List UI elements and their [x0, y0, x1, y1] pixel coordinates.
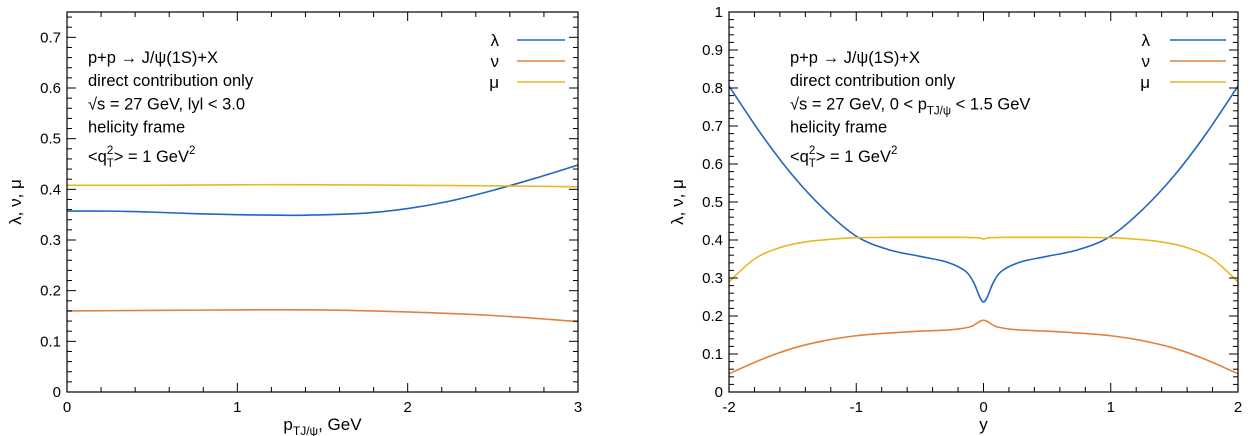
y-tick-label: 0.5 [40, 131, 61, 148]
series-line-nu [67, 308, 578, 323]
x-tick-label: 3 [574, 399, 582, 416]
y-tick-label: 0.6 [40, 80, 61, 97]
y-tick-label: 0.5 [702, 194, 723, 211]
y-tick-label: 0.1 [40, 333, 61, 350]
y-tick-label: 0.9 [702, 42, 723, 59]
y-axis-label: λ, ν, μ [6, 179, 25, 225]
chart-panel-2: -2 -1 0 1 2 0 0.1 0.2 0.3 0.4 0.5 0.6 0.7 0.8 0.9 1 y λ, … [668, 4, 1242, 434]
series-line-mu [729, 236, 1238, 283]
x-tick-label: 0 [979, 399, 987, 416]
legend-label: ν [491, 52, 500, 71]
y-tick-label: 1 [715, 4, 723, 21]
y-tick-label: 0 [715, 384, 723, 401]
x-tick-label: -2 [722, 399, 735, 416]
y-tick-label: 0.7 [40, 29, 61, 46]
annotation-line: helicity frame [790, 119, 887, 137]
annotation-line: <q2 T> = 1 GeV2 [88, 145, 195, 170]
y-tick-label: 0.7 [702, 118, 723, 135]
legend-label: μ [489, 73, 499, 92]
y-tick-label: 0.1 [702, 346, 723, 363]
series-line-mu [67, 183, 578, 188]
plot-frame [66, 11, 579, 393]
annotation-line: p+p → J/ψ(1S)+X [88, 49, 218, 67]
y-tick-label: 0.3 [40, 232, 61, 249]
y-tick-label: 0.8 [702, 80, 723, 97]
legend-label: μ [1140, 73, 1150, 92]
x-tick-label: 0 [63, 399, 71, 416]
annotation-line: direct contribution only [790, 72, 956, 90]
legend-label: ν [1142, 52, 1151, 71]
y-tick-label: 0.2 [702, 308, 723, 325]
y-tick-label: 0.3 [702, 270, 723, 287]
y-tick-label: 0.6 [702, 156, 723, 173]
x-tick-label: 2 [1234, 399, 1242, 416]
annotation-line: √s = 27 GeV, 0 < pTJ/ψ < 1.5 GeV [790, 95, 1030, 117]
y-tick-label: 0.4 [40, 181, 61, 198]
annotation-line: direct contribution only [88, 72, 254, 90]
x-tick-label: 2 [403, 399, 411, 416]
annotation-line: p+p → J/ψ(1S)+X [790, 49, 920, 67]
legend-label: λ [491, 31, 500, 50]
series-line-lambda [729, 85, 1238, 303]
chart-panel-1: 0 1 2 3 0 0.1 0.2 0.3 0.4 0.5 0.6 0.7 pTJ/ψ, GeV λ, ν… [6, 11, 582, 436]
x-tick-label: 1 [1107, 399, 1115, 416]
annotation-line: helicity frame [88, 119, 185, 137]
series-line-lambda [67, 164, 578, 217]
plot-frame [728, 11, 1239, 393]
y-tick-label: 0.2 [40, 283, 61, 300]
x-tick-label: -1 [850, 399, 863, 416]
y-tick-label: 0 [53, 384, 61, 401]
y-tick-label: 0.4 [702, 232, 723, 249]
annotation-line: <q2 T> = 1 GeV2 [790, 145, 897, 170]
x-tick-label: 1 [233, 399, 241, 416]
legend-label: λ [1142, 31, 1151, 50]
annotation-line: √s = 27 GeV, lyl < 3.0 [88, 95, 245, 113]
x-axis-label: pTJ/ψ, GeV [283, 415, 362, 436]
y-axis-label: λ, ν, μ [668, 179, 687, 225]
x-axis-label: y [979, 415, 988, 434]
series-line-nu [729, 319, 1238, 375]
